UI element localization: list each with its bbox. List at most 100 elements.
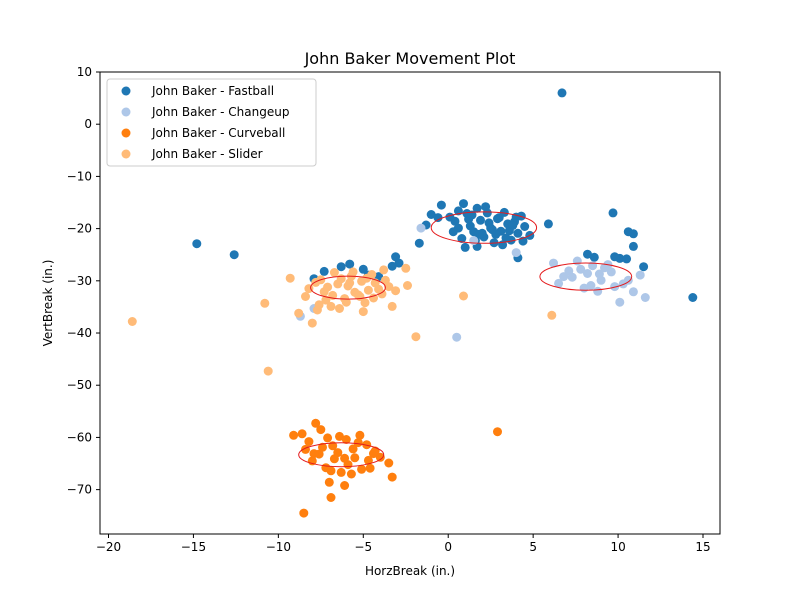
ellipse-layer xyxy=(298,211,633,468)
slider-point xyxy=(547,310,557,320)
fastball-point xyxy=(520,222,530,231)
curveball-point xyxy=(341,435,351,444)
x-tick-label: 0 xyxy=(444,540,452,554)
changeup-point xyxy=(576,264,586,274)
legend-marker-curveball xyxy=(121,128,131,138)
changeup-point xyxy=(452,332,462,342)
legend-box xyxy=(106,78,317,167)
changeup-point xyxy=(623,275,633,285)
legend-label-fastball: John Baker - Fastball xyxy=(151,84,274,98)
fastball-point xyxy=(345,259,355,269)
slider-point xyxy=(358,307,368,317)
changeup-point xyxy=(615,297,625,307)
y-tick-label: −40 xyxy=(67,326,92,340)
legend-entry-fastball: John Baker - Fastball xyxy=(121,84,274,98)
legend-entry-changeup: John Baker - Changeup xyxy=(121,105,289,119)
changeup-point xyxy=(511,248,521,258)
fastball-point xyxy=(459,199,468,209)
fastball-point xyxy=(688,293,698,302)
slider-point xyxy=(377,289,387,299)
legend-label-slider: John Baker - Slider xyxy=(151,147,263,161)
slider-point xyxy=(263,366,273,376)
legend-label-curveball: John Baker - Curveball xyxy=(151,126,285,140)
y-tick-label: −70 xyxy=(67,483,92,497)
fastball-point xyxy=(319,266,329,276)
y-axis-label: VertBreak (in.) xyxy=(41,260,55,347)
fastball-point xyxy=(487,225,497,235)
fastball-point xyxy=(622,254,632,264)
changeup-point xyxy=(594,269,604,279)
slider-point xyxy=(459,291,468,301)
curveball-point xyxy=(326,466,336,476)
fastball-point xyxy=(557,88,567,98)
curveball-point xyxy=(316,425,326,435)
points-layer xyxy=(127,88,698,518)
fastball-point xyxy=(460,242,470,252)
changeup-point xyxy=(567,272,577,282)
fastball-point xyxy=(511,212,521,222)
fastball-point xyxy=(394,258,404,268)
slider-point xyxy=(348,267,358,277)
fastball-point xyxy=(387,261,397,271)
changeup-point xyxy=(549,258,558,268)
slider-point xyxy=(363,285,373,295)
fastball-point xyxy=(628,229,638,239)
slider-point xyxy=(345,278,355,288)
x-tick-label: −10 xyxy=(266,540,291,554)
slider-point xyxy=(301,292,310,301)
legend-label-changeup: John Baker - Changeup xyxy=(151,105,289,119)
curveball-point xyxy=(318,442,327,452)
y-tick-label: 10 xyxy=(77,65,92,79)
changeup-point xyxy=(606,267,616,277)
legend-entry-slider: John Baker - Slider xyxy=(121,147,263,161)
curveball-point xyxy=(375,452,385,462)
fastball-point xyxy=(610,252,620,262)
changeup-point xyxy=(554,278,564,288)
fastball-point xyxy=(358,264,368,274)
curveball-ellipse xyxy=(298,442,385,468)
slider-point xyxy=(387,301,397,311)
x-axis: −20 −15 −10 −5 0 5 10 15 xyxy=(96,534,711,554)
slider-ellipse xyxy=(310,275,386,300)
x-tick-label: 10 xyxy=(610,540,625,554)
fastball-point xyxy=(494,213,504,223)
fastball-point xyxy=(513,228,523,238)
curveball-point xyxy=(365,463,375,473)
slider-point xyxy=(304,284,314,294)
fastball-point xyxy=(639,262,649,272)
fastball-point xyxy=(484,218,494,228)
curveball-point xyxy=(348,444,358,454)
fastball-point xyxy=(192,239,202,249)
curveball-point xyxy=(304,437,314,447)
fastball-point xyxy=(501,233,511,243)
slider-point xyxy=(411,332,421,342)
curveball-point xyxy=(297,429,307,439)
slider-point xyxy=(326,301,336,311)
curveball-point xyxy=(323,433,333,443)
y-tick-label: −60 xyxy=(67,430,92,444)
fastball-point xyxy=(589,252,599,262)
slider-point xyxy=(294,308,304,318)
x-tick-label: −20 xyxy=(96,540,121,554)
curveball-point xyxy=(350,453,360,463)
y-tick-label: −20 xyxy=(67,222,92,236)
curveball-point xyxy=(493,427,502,437)
curveball-point xyxy=(324,477,334,487)
fastball-point xyxy=(508,221,518,230)
slider-point xyxy=(379,265,389,275)
curveball-point xyxy=(335,431,344,441)
fastball-point xyxy=(628,241,638,251)
legend-marker-slider xyxy=(121,149,131,159)
slider-point xyxy=(336,274,346,284)
slider-point xyxy=(401,263,411,273)
changeup-point xyxy=(583,269,592,278)
y-axis: 10 0 −10 −20 −30 −40 −50 −60 −70 xyxy=(67,65,100,497)
changeup-point xyxy=(416,223,426,233)
curveball-point xyxy=(333,448,343,458)
x-axis-label: HorzBreak (in.) xyxy=(365,564,455,578)
curveball-point xyxy=(340,481,350,490)
fastball-point xyxy=(481,202,491,212)
fastball-point xyxy=(426,210,436,219)
y-tick-label: −50 xyxy=(67,378,92,392)
